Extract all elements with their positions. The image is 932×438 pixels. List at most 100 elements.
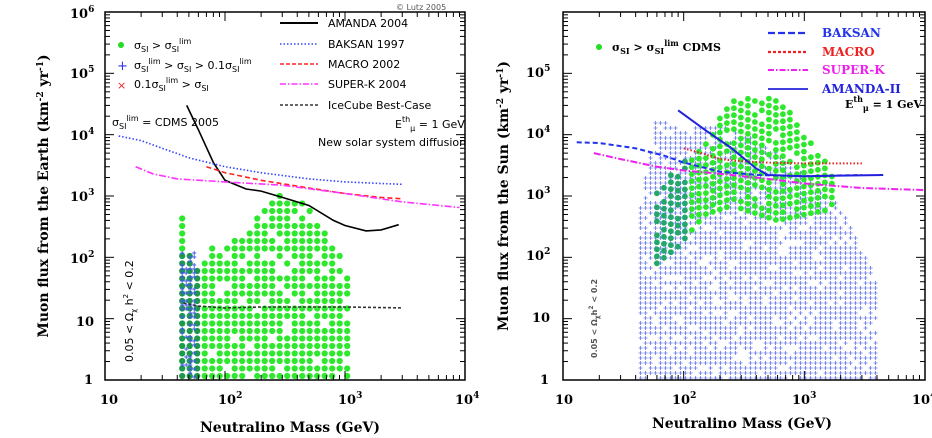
right-scatter-point xyxy=(693,336,698,340)
right-scatter-point xyxy=(753,326,758,330)
left-scatter-point xyxy=(254,312,261,320)
left-scatter-point xyxy=(306,365,313,372)
right-scatter-point xyxy=(843,306,848,310)
left-scatter-point xyxy=(299,282,306,290)
right-scatter-point xyxy=(648,206,653,210)
right-scatter-point xyxy=(858,291,863,295)
right-scatter-point xyxy=(673,286,678,290)
right-scatter-point xyxy=(658,231,663,235)
right-scatter-point xyxy=(798,281,803,285)
right-scatter-point xyxy=(658,141,663,145)
right-scatter-point xyxy=(738,256,743,260)
right-scatter-point xyxy=(668,161,673,165)
right-scatter-point xyxy=(773,361,778,365)
right-scatter-point xyxy=(759,149,765,156)
right-scatter-point xyxy=(724,190,730,197)
right-scatter-point xyxy=(693,231,698,235)
left-scatter-point xyxy=(336,312,343,320)
right-scatter-point xyxy=(708,216,713,220)
right-scatter-point xyxy=(798,321,803,325)
left-annotation-diffusion: New solar system diffusion xyxy=(318,136,466,149)
right-scatter-point xyxy=(798,301,803,305)
right-scatter-point xyxy=(748,266,753,270)
right-scatter-point xyxy=(838,236,843,240)
right-scatter-point xyxy=(843,241,848,245)
right-scatter-point xyxy=(673,326,678,330)
left-scatter-point xyxy=(192,343,197,347)
left-xtick-1000: 103 xyxy=(338,391,362,408)
right-scatter-point xyxy=(753,221,758,225)
left-scatter-point xyxy=(321,230,328,237)
right-scatter-point xyxy=(813,236,818,240)
right-scatter-point xyxy=(733,221,738,225)
left-scatter-point xyxy=(254,290,261,297)
right-scatter-point xyxy=(738,341,743,345)
right-scatter-point xyxy=(696,197,702,204)
left-scatter-point xyxy=(299,335,306,342)
right-scatter-point xyxy=(693,346,698,350)
right-scatter-point xyxy=(689,171,695,178)
right-scatter-point xyxy=(783,256,788,260)
left-scatter-point xyxy=(239,275,246,282)
right-scatter-point xyxy=(643,241,648,245)
right-scatter-point xyxy=(823,351,828,355)
right-scatter-point xyxy=(863,266,868,270)
right-scatter-point xyxy=(673,306,678,310)
right-scatter-point xyxy=(823,361,828,365)
left-scatter-point xyxy=(216,357,223,365)
right-scatter-point xyxy=(713,141,718,145)
right-scatter-point xyxy=(798,221,803,225)
right-scatter-point xyxy=(673,256,678,260)
right-scatter-point xyxy=(778,316,783,320)
right-scatter-point xyxy=(696,190,702,197)
left-scatter-point xyxy=(239,372,246,380)
right-scatter-point xyxy=(863,271,868,275)
right-scatter-point xyxy=(653,341,658,345)
right-scatter-point xyxy=(643,181,648,185)
right-scatter-point xyxy=(813,321,818,325)
right-scatter-point xyxy=(753,231,758,235)
left-scatter-point xyxy=(188,339,193,343)
left-scatter-point xyxy=(188,335,193,339)
right-scatter-point xyxy=(798,311,803,315)
right-scatter-point xyxy=(843,351,848,355)
right-scatter-point xyxy=(668,193,674,200)
right-scatter-point xyxy=(783,341,788,345)
right-scatter-point xyxy=(743,336,748,340)
left-scatter-point xyxy=(299,327,306,335)
right-scatter-point xyxy=(768,276,773,280)
right-scatter-point xyxy=(758,326,763,330)
right-scatter-point xyxy=(787,193,793,200)
left-scatter-point xyxy=(291,252,298,260)
right-scatter-point xyxy=(648,356,653,360)
right-scatter-point xyxy=(643,176,648,180)
left-scatter-point xyxy=(321,365,328,372)
left-scatter-point xyxy=(269,267,276,275)
right-scatter-point xyxy=(803,251,808,255)
right-scatter-point xyxy=(768,331,773,335)
left-scatter-point xyxy=(246,230,253,237)
left-scatter-point xyxy=(209,252,216,260)
left-scatter-point xyxy=(201,260,208,267)
right-scatter-point xyxy=(673,356,678,360)
right-scatter-point xyxy=(723,316,728,320)
left-scatter-point xyxy=(336,320,343,327)
right-scatter-point xyxy=(773,286,778,290)
left-scatter-point xyxy=(336,342,343,350)
left-scatter-point xyxy=(269,237,276,245)
right-scatter-point xyxy=(658,251,663,255)
right-scatter-point xyxy=(773,251,778,255)
left-scatter-point xyxy=(179,252,186,260)
left-scatter-point xyxy=(321,297,328,305)
right-scatter-point xyxy=(798,216,803,220)
right-scatter-point xyxy=(868,371,873,375)
left-scatter-point xyxy=(184,299,189,303)
left-scatter-point xyxy=(216,252,223,260)
right-scatter-point xyxy=(758,266,763,270)
left-scatter-point xyxy=(224,297,231,305)
right-scatter-point xyxy=(838,231,843,235)
left-legend-blue-label: σSIlim > σSI > 0.1σSIlim xyxy=(134,57,252,74)
left-scatter-point xyxy=(246,267,253,275)
right-scatter-point xyxy=(653,276,658,280)
right-scatter-point xyxy=(718,276,723,280)
